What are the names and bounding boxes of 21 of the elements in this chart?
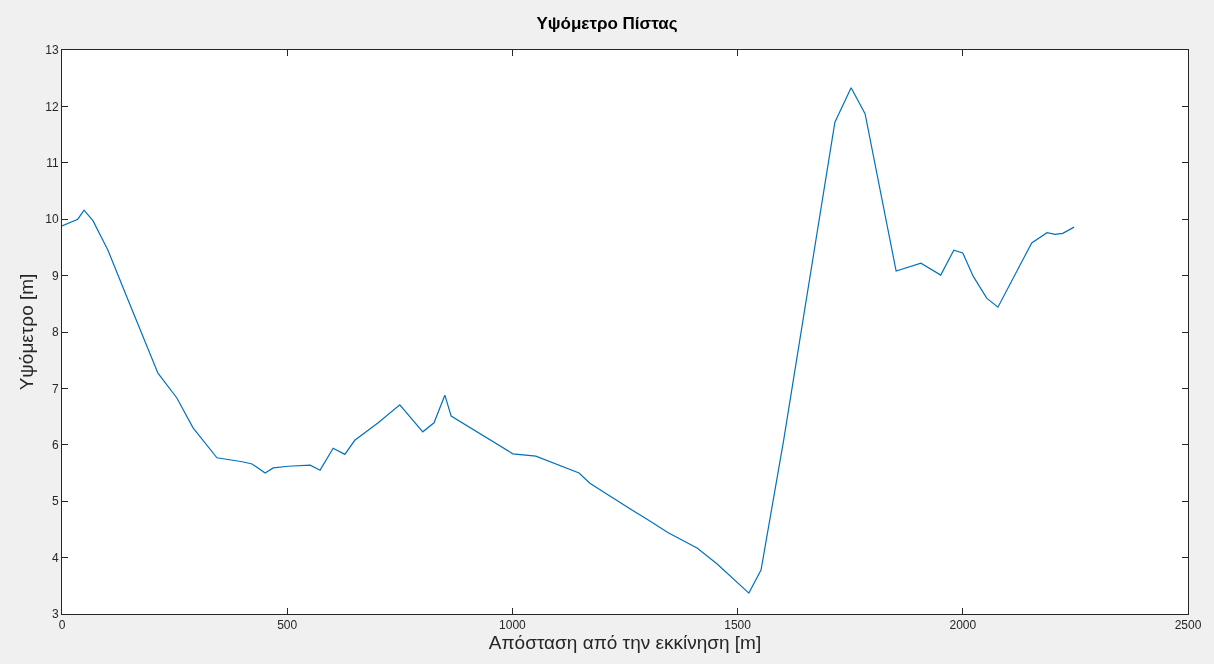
y-tick-label: 6 bbox=[51, 438, 59, 452]
x-axis-title: Απόσταση από την εκκίνηση [m] bbox=[488, 632, 762, 654]
y-axis-title: Υψόμετρο [m] bbox=[16, 273, 38, 391]
x-tick-label: 1500 bbox=[724, 618, 752, 633]
y-tick-label: 5 bbox=[51, 494, 59, 509]
chart-title: Υψόμετρο Πίστας bbox=[536, 13, 678, 33]
y-tick-label: 11 bbox=[46, 156, 59, 170]
y-tick-label: 9 bbox=[51, 268, 59, 283]
x-tick-label: 500 bbox=[277, 618, 298, 633]
y-tick-label: 7 bbox=[51, 381, 59, 396]
x-tick-label: 2000 bbox=[949, 618, 977, 633]
x-tick-label: 0 bbox=[58, 618, 66, 633]
y-tick-label: 13 bbox=[45, 43, 59, 58]
y-tick-label: 3 bbox=[51, 607, 59, 622]
line-series bbox=[62, 87, 1075, 594]
y-tick-label: 4 bbox=[51, 550, 59, 565]
y-tick-label: 8 bbox=[51, 325, 59, 340]
x-tick-label: 2500 bbox=[1174, 618, 1202, 633]
x-tick-label: 1000 bbox=[499, 618, 527, 633]
y-tick-label: 10 bbox=[45, 212, 59, 227]
y-tick-label: 12 bbox=[45, 99, 59, 114]
